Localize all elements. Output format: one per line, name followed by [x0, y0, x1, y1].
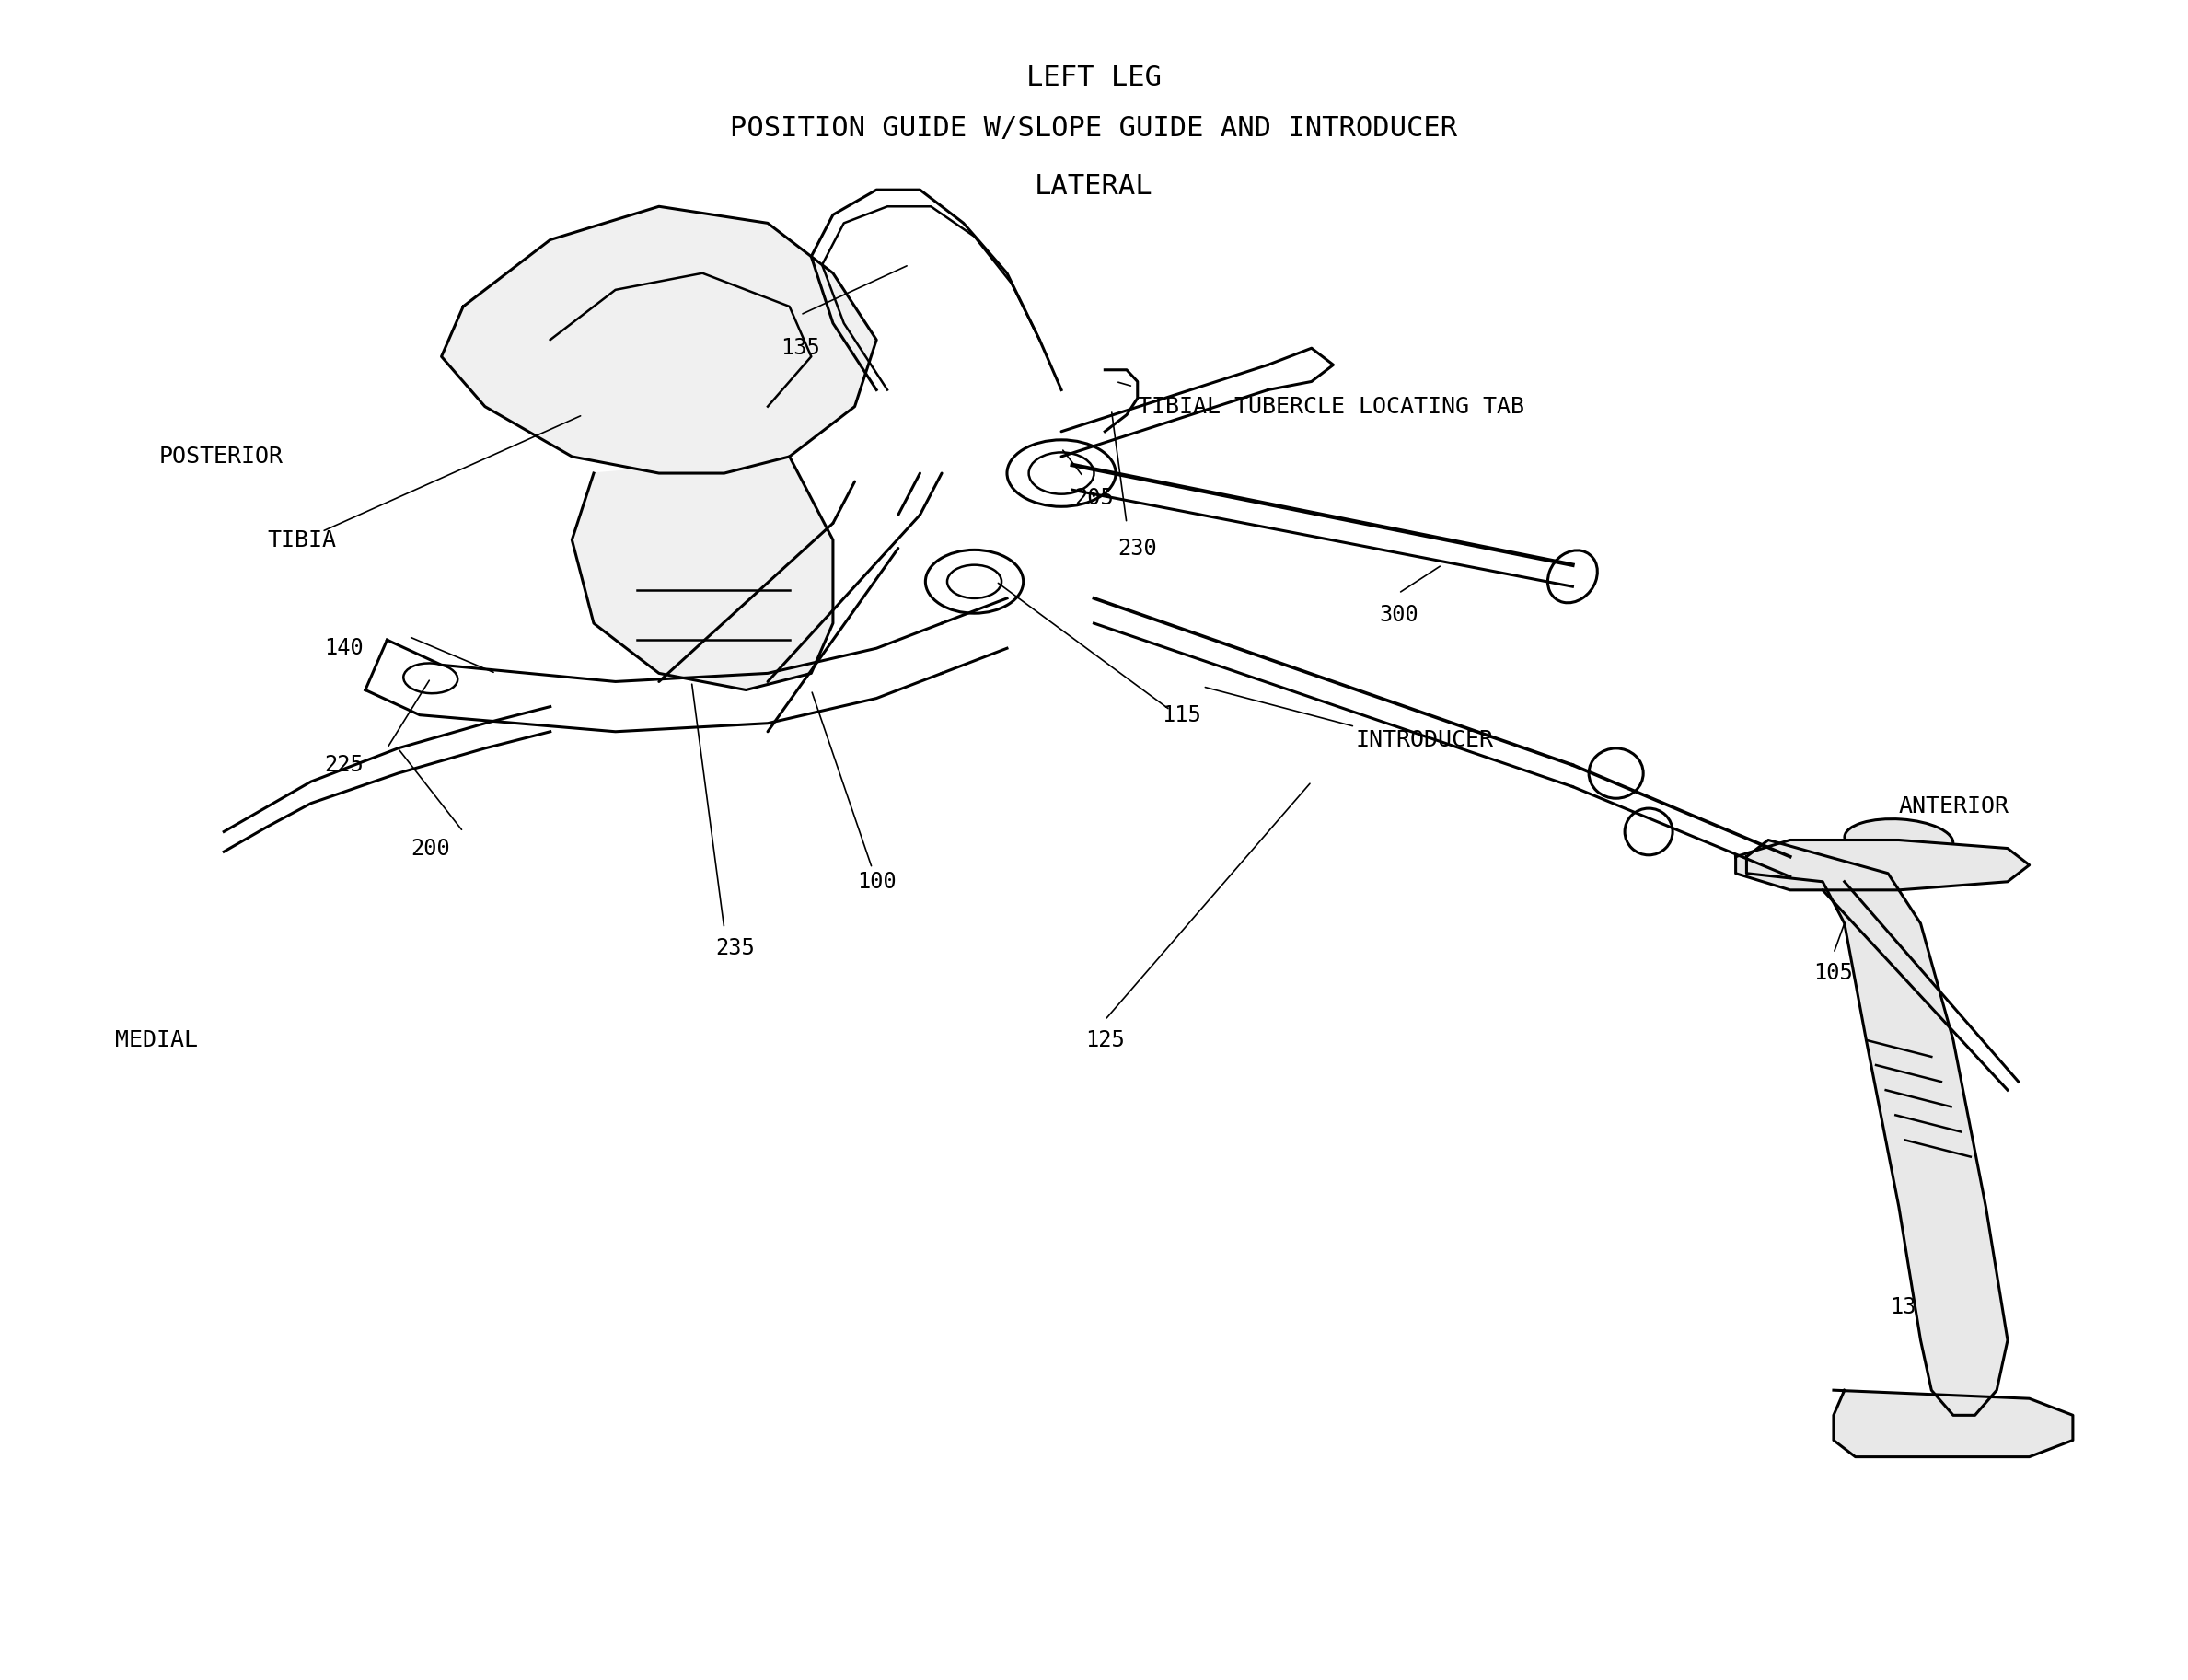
Text: 300: 300 [1378, 603, 1418, 627]
Text: TIBIA: TIBIA [267, 529, 337, 551]
Polygon shape [1735, 840, 2028, 890]
Ellipse shape [1844, 818, 1954, 862]
Text: 140: 140 [324, 637, 363, 659]
Polygon shape [1834, 1389, 2072, 1457]
Text: 125: 125 [1085, 1030, 1125, 1052]
Text: 135: 135 [781, 338, 820, 360]
Text: LATERAL: LATERAL [1035, 173, 1153, 200]
Text: POSTERIOR: POSTERIOR [160, 445, 282, 467]
Text: LEFT LEG: LEFT LEG [1026, 66, 1162, 91]
Text: MEDIAL: MEDIAL [116, 1030, 197, 1052]
Text: 100: 100 [858, 870, 897, 892]
Text: 115: 115 [1162, 704, 1201, 726]
Text: 105: 105 [1814, 963, 1853, 984]
Text: 205: 205 [1074, 487, 1114, 509]
Text: 200: 200 [411, 837, 451, 860]
Text: 130: 130 [1890, 1295, 1930, 1317]
Text: 230: 230 [1118, 538, 1157, 559]
Polygon shape [1746, 840, 2009, 1415]
Text: TIBIAL TUBERCLE LOCATING TAB: TIBIAL TUBERCLE LOCATING TAB [1138, 395, 1525, 418]
Text: ANTERIOR: ANTERIOR [1899, 796, 2009, 818]
Text: INTRODUCER: INTRODUCER [1354, 729, 1492, 751]
Text: 235: 235 [715, 937, 755, 959]
Text: 225: 225 [324, 754, 363, 776]
Text: POSITION GUIDE W/SLOPE GUIDE AND INTRODUCER: POSITION GUIDE W/SLOPE GUIDE AND INTRODU… [731, 114, 1457, 141]
Polygon shape [442, 207, 877, 474]
Polygon shape [571, 457, 834, 690]
